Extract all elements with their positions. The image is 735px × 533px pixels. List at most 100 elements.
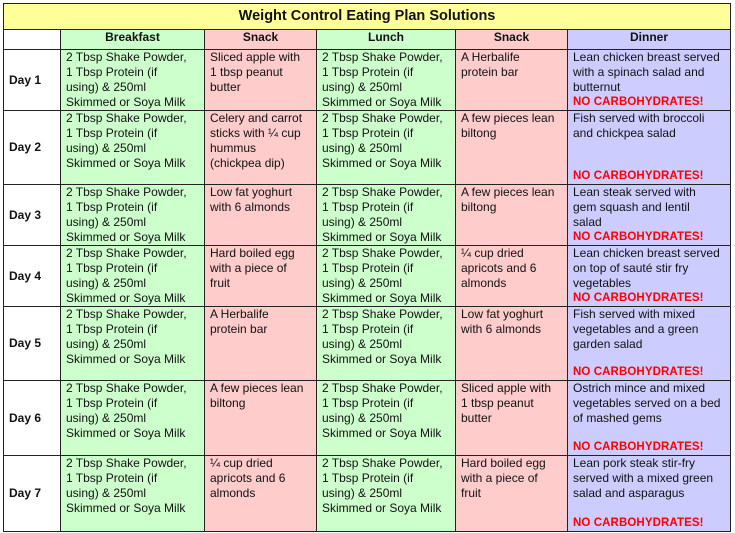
snack-2-cell-text: Low fat yoghurt with 6 almonds (461, 307, 544, 337)
snack-2-cell-text: Hard boiled egg with a piece of fruit (461, 456, 546, 501)
day-label: Day 1 (3, 49, 61, 111)
table-row: Day 6 2 Tbsp Shake Powder, 1 Tbsp Protein… (3, 380, 732, 456)
no-carbohydrates-warning: NO CARBOHYDRATES! (573, 366, 704, 378)
table-row: Day 5 2 Tbsp Shake Powder, 1 Tbsp Protein… (3, 306, 732, 381)
day-label: Day 2 (3, 110, 61, 185)
dinner-text: Fish served with mixed vegetables and a … (573, 307, 699, 352)
header-day (3, 29, 61, 50)
lunch-cell-text: 2 Tbsp Shake Powder, 1 Tbsp Protein (if … (322, 50, 443, 110)
dinner-cell: Fish served with mixed vegetables and a … (566, 306, 732, 381)
snack-1-cell-text: A Herbalife protein bar (210, 307, 269, 337)
header-row: Breakfast Snack Lunch Snack Dinner (3, 29, 732, 50)
day-label: Day 3 (3, 184, 61, 246)
no-carbohydrates-warning: NO CARBOHYDRATES! (573, 292, 704, 304)
no-carbohydrates-warning: NO CARBOHYDRATES! (573, 231, 704, 243)
no-carbohydrates-warning: NO CARBOHYDRATES! (573, 441, 704, 453)
snack-1-cell-text: ¼ cup dried apricots and 6 almonds (210, 456, 286, 501)
day-label-text: Day 4 (9, 268, 42, 283)
breakfast-cell: 2 Tbsp Shake Powder, 1 Tbsp Protein (if … (60, 184, 205, 246)
dinner-content: Fish served with broccoli and chickpea s… (573, 111, 725, 184)
dinner-cell: Lean chicken breast served on top of sau… (566, 245, 732, 307)
header-snack-2: Snack (455, 29, 568, 50)
snack-2-cell: A Herbalife protein bar (455, 49, 568, 111)
day-label: Day 5 (3, 306, 61, 381)
dinner-content: Fish served with mixed vegetables and a … (573, 307, 725, 380)
day-label-text: Day 7 (9, 486, 42, 500)
table-title: Weight Control Eating Plan Solutions (2, 3, 732, 30)
no-carbohydrates-warning: NO CARBOHYDRATES! (573, 96, 704, 108)
dinner-cell: Fish served with broccoli and chickpea s… (566, 110, 732, 185)
lunch-cell: 2 Tbsp Shake Powder, 1 Tbsp Protein (if … (316, 110, 456, 185)
header-breakfast: Breakfast (60, 29, 205, 50)
lunch-cell-text: 2 Tbsp Shake Powder, 1 Tbsp Protein (if … (322, 111, 443, 171)
snack-1-cell: Celery and carrot sticks with ¼ cup humm… (204, 110, 317, 185)
dinner-cell: Ostrich mince and mixed vegetables serve… (566, 380, 732, 456)
lunch-cell-text: 2 Tbsp Shake Powder, 1 Tbsp Protein (if … (322, 246, 443, 306)
day-label: Day 7 (3, 455, 61, 532)
snack-2-cell-text: A few pieces lean biltong (461, 111, 555, 141)
breakfast-cell-text: 2 Tbsp Shake Powder, 1 Tbsp Protein (if … (66, 456, 187, 516)
breakfast-cell: 2 Tbsp Shake Powder, 1 Tbsp Protein (if … (60, 380, 205, 456)
snack-2-cell-text: A few pieces lean biltong (461, 185, 555, 215)
snack-2-cell: A few pieces lean biltong (455, 110, 568, 185)
header-lunch: Lunch (316, 29, 456, 50)
dinner-content: Lean steak served with gem squash and le… (573, 185, 725, 245)
table-row: Day 1 2 Tbsp Shake Powder, 1 Tbsp Protein… (3, 49, 732, 111)
table-row: Day 4 2 Tbsp Shake Powder, 1 Tbsp Protein… (3, 245, 732, 307)
snack-1-cell-text: A few pieces lean biltong (210, 381, 304, 411)
breakfast-cell-text: 2 Tbsp Shake Powder, 1 Tbsp Protein (if … (66, 185, 187, 245)
dinner-text: Lean chicken breast served on top of sau… (573, 246, 720, 291)
snack-1-cell-text: Low fat yoghurt with 6 almonds (210, 185, 293, 215)
snack-1-cell-text: Celery and carrot sticks with ¼ cup humm… (210, 111, 303, 171)
snack-1-cell-text: Sliced apple with 1 tbsp peanut butter (210, 50, 301, 95)
lunch-cell-text: 2 Tbsp Shake Powder, 1 Tbsp Protein (if … (322, 185, 443, 245)
breakfast-cell: 2 Tbsp Shake Powder, 1 Tbsp Protein (if … (60, 455, 205, 532)
dinner-text: Fish served with broccoli and chickpea s… (573, 111, 705, 141)
breakfast-cell-text: 2 Tbsp Shake Powder, 1 Tbsp Protein (if … (66, 381, 187, 441)
table-row: Day 7 2 Tbsp Shake Powder, 1 Tbsp Protein… (3, 455, 732, 532)
day-label-text: Day 3 (9, 207, 42, 222)
snack-2-cell-text: Sliced apple with 1 tbsp peanut butter (461, 381, 552, 426)
lunch-cell: 2 Tbsp Shake Powder, 1 Tbsp Protein (if … (316, 306, 456, 381)
lunch-cell-text: 2 Tbsp Shake Powder, 1 Tbsp Protein (if … (322, 307, 443, 367)
lunch-cell-text: 2 Tbsp Shake Powder, 1 Tbsp Protein (if … (322, 456, 443, 516)
breakfast-cell-text: 2 Tbsp Shake Powder, 1 Tbsp Protein (if … (66, 246, 187, 306)
dinner-cell: Lean steak served with gem squash and le… (566, 184, 732, 246)
snack-1-cell: ¼ cup dried apricots and 6 almonds (204, 455, 317, 532)
snack-2-cell: ¼ cup dried apricots and 6 almonds (455, 245, 568, 307)
breakfast-cell: 2 Tbsp Shake Powder, 1 Tbsp Protein (if … (60, 306, 205, 381)
dinner-content: Lean pork steak stir-fry served with a m… (573, 457, 725, 531)
day-label-text: Day 5 (9, 336, 42, 350)
no-carbohydrates-warning: NO CARBOHYDRATES! (573, 170, 704, 182)
snack-2-cell: Hard boiled egg with a piece of fruit (455, 455, 568, 532)
lunch-cell: 2 Tbsp Shake Powder, 1 Tbsp Protein (if … (316, 245, 456, 307)
dinner-content: Ostrich mince and mixed vegetables serve… (573, 381, 725, 455)
lunch-cell: 2 Tbsp Shake Powder, 1 Tbsp Protein (if … (316, 49, 456, 111)
header-snack-1: Snack (204, 29, 317, 50)
snack-1-cell: A few pieces lean biltong (204, 380, 317, 456)
snack-2-cell: A few pieces lean biltong (455, 184, 568, 246)
no-carbohydrates-warning: NO CARBOHYDRATES! (573, 517, 704, 529)
snack-2-cell: Sliced apple with 1 tbsp peanut butter (455, 380, 568, 456)
lunch-cell: 2 Tbsp Shake Powder, 1 Tbsp Protein (if … (316, 184, 456, 246)
snack-1-cell: A Herbalife protein bar (204, 306, 317, 381)
lunch-cell: 2 Tbsp Shake Powder, 1 Tbsp Protein (if … (316, 380, 456, 456)
eating-plan-table: Weight Control Eating Plan Solutions Bre… (2, 3, 732, 532)
breakfast-cell: 2 Tbsp Shake Powder, 1 Tbsp Protein (if … (60, 110, 205, 185)
breakfast-cell: 2 Tbsp Shake Powder, 1 Tbsp Protein (if … (60, 245, 205, 307)
breakfast-cell-text: 2 Tbsp Shake Powder, 1 Tbsp Protein (if … (66, 307, 187, 367)
dinner-text: Ostrich mince and mixed vegetables serve… (573, 381, 721, 426)
day-label: Day 4 (3, 245, 61, 307)
breakfast-cell-text: 2 Tbsp Shake Powder, 1 Tbsp Protein (if … (66, 111, 187, 171)
lunch-cell: 2 Tbsp Shake Powder, 1 Tbsp Protein (if … (316, 455, 456, 532)
dinner-content: Lean chicken breast served on top of sau… (573, 246, 725, 306)
snack-2-cell: Low fat yoghurt with 6 almonds (455, 306, 568, 381)
day-label-text: Day 6 (9, 410, 42, 425)
dinner-cell: Lean chicken breast served with a spinac… (566, 49, 732, 111)
day-label-text: Day 1 (9, 72, 42, 87)
snack-2-cell-text: A Herbalife protein bar (461, 50, 520, 80)
day-label-text: Day 2 (9, 140, 42, 154)
breakfast-cell-text: 2 Tbsp Shake Powder, 1 Tbsp Protein (if … (66, 50, 187, 110)
dinner-text: Lean steak served with gem squash and le… (573, 185, 696, 230)
snack-1-cell: Hard boiled egg with a piece of fruit (204, 245, 317, 307)
